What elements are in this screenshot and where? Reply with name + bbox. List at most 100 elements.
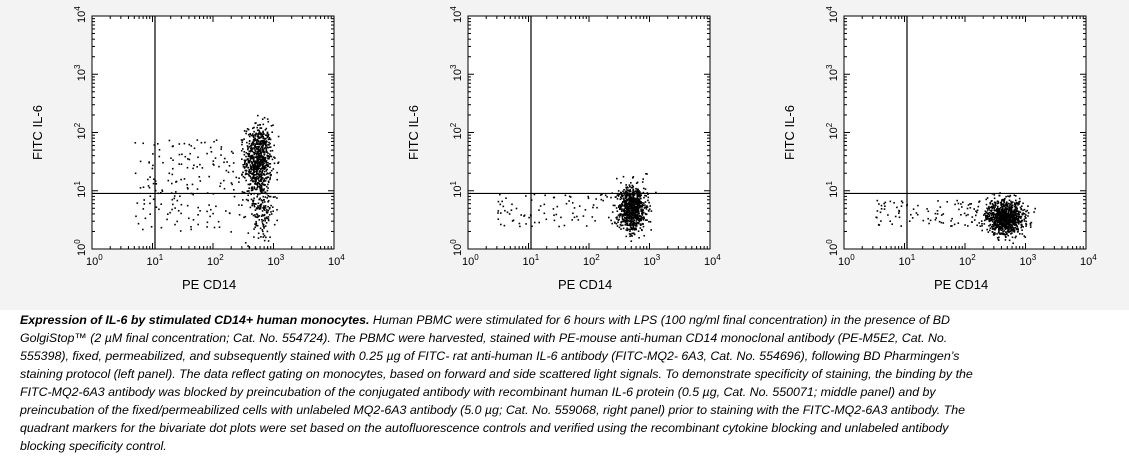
- event-dot: [248, 140, 251, 143]
- event-dot: [161, 189, 163, 191]
- event-dot: [264, 164, 267, 167]
- event-dot: [996, 210, 998, 212]
- event-dot: [262, 130, 264, 133]
- event-dot: [993, 201, 996, 204]
- event-dot: [260, 132, 262, 135]
- event-dot: [646, 205, 648, 207]
- event-dot: [976, 211, 978, 214]
- event-dot: [611, 222, 613, 225]
- event-dot: [148, 161, 150, 163]
- event-dot: [1008, 218, 1011, 221]
- event-dot: [951, 225, 953, 227]
- event-dot: [268, 158, 270, 160]
- event-dot: [625, 211, 628, 214]
- event-dot: [273, 144, 275, 147]
- event-dot: [260, 173, 262, 175]
- event-dot: [934, 219, 937, 221]
- event-dot: [197, 223, 199, 226]
- event-dot: [576, 215, 578, 218]
- event-dot: [256, 140, 259, 142]
- event-dot: [263, 170, 266, 173]
- event-dot: [1024, 215, 1026, 218]
- event-dot: [629, 209, 631, 212]
- event-dot: [642, 187, 645, 190]
- event-dot: [153, 144, 156, 146]
- event-dot: [245, 179, 247, 182]
- event-dot: [257, 237, 260, 239]
- event-dot: [260, 199, 262, 201]
- event-dot: [256, 167, 259, 170]
- event-dot: [625, 214, 627, 216]
- event-dot: [594, 220, 596, 222]
- event-dot: [153, 178, 155, 181]
- event-dot: [630, 213, 633, 215]
- event-dot: [991, 231, 994, 233]
- event-dot: [626, 213, 629, 216]
- event-dot: [988, 214, 991, 216]
- event-dot: [632, 213, 634, 215]
- event-dot: [261, 200, 263, 202]
- event-dot: [626, 200, 628, 202]
- event-dot: [631, 207, 633, 210]
- event-dot: [251, 134, 253, 137]
- event-dot: [263, 178, 266, 180]
- event-dot: [993, 194, 996, 196]
- event-dot: [266, 247, 269, 250]
- event-dot: [1008, 216, 1010, 219]
- event-dot: [635, 208, 637, 210]
- event-dot: [253, 167, 255, 170]
- event-dot: [1017, 217, 1020, 219]
- event-dot: [621, 224, 624, 227]
- event-dot: [249, 183, 251, 186]
- event-dot: [267, 216, 270, 218]
- event-dot: [989, 218, 991, 220]
- event-dot: [257, 185, 259, 188]
- event-dot: [188, 158, 191, 161]
- event-dot: [991, 226, 993, 228]
- event-dot: [250, 179, 252, 182]
- event-dot: [615, 207, 618, 209]
- event-dot: [896, 206, 898, 209]
- event-dot: [262, 163, 265, 166]
- event-dot: [1022, 212, 1024, 214]
- event-dot: [262, 230, 264, 233]
- event-dot: [639, 197, 641, 199]
- event-dot: [258, 219, 261, 221]
- event-dot: [262, 140, 265, 142]
- event-dot: [267, 218, 270, 220]
- event-dot: [262, 164, 264, 167]
- event-dot: [900, 205, 903, 207]
- event-dot: [500, 223, 502, 226]
- event-dot: [1003, 198, 1006, 201]
- event-dot: [631, 186, 634, 189]
- event-dot: [262, 183, 264, 186]
- event-dot: [618, 206, 620, 208]
- event-dot: [643, 202, 645, 204]
- event-dot: [620, 196, 622, 198]
- event-dot: [629, 235, 631, 238]
- event-dot: [646, 173, 648, 175]
- event-dot: [993, 234, 995, 236]
- event-dot: [967, 204, 970, 206]
- event-dot: [1001, 205, 1003, 207]
- event-dot: [635, 187, 637, 190]
- event-dot: [997, 231, 1000, 234]
- event-dot: [142, 228, 144, 231]
- event-dot: [629, 203, 632, 206]
- event-dot: [250, 155, 253, 157]
- event-dot: [257, 176, 260, 179]
- event-dot: [1015, 214, 1018, 216]
- event-dot: [638, 194, 641, 197]
- event-dot: [261, 210, 264, 212]
- event-dot: [642, 191, 645, 194]
- event-dot: [265, 170, 268, 172]
- event-dot: [622, 227, 625, 230]
- event-dot: [629, 207, 632, 210]
- event-dot: [621, 215, 624, 218]
- event-dot: [631, 191, 634, 194]
- event-dot: [626, 198, 628, 201]
- event-dot: [245, 130, 248, 133]
- event-dot: [1008, 231, 1010, 234]
- event-dot: [1034, 207, 1036, 210]
- event-dot: [251, 161, 254, 164]
